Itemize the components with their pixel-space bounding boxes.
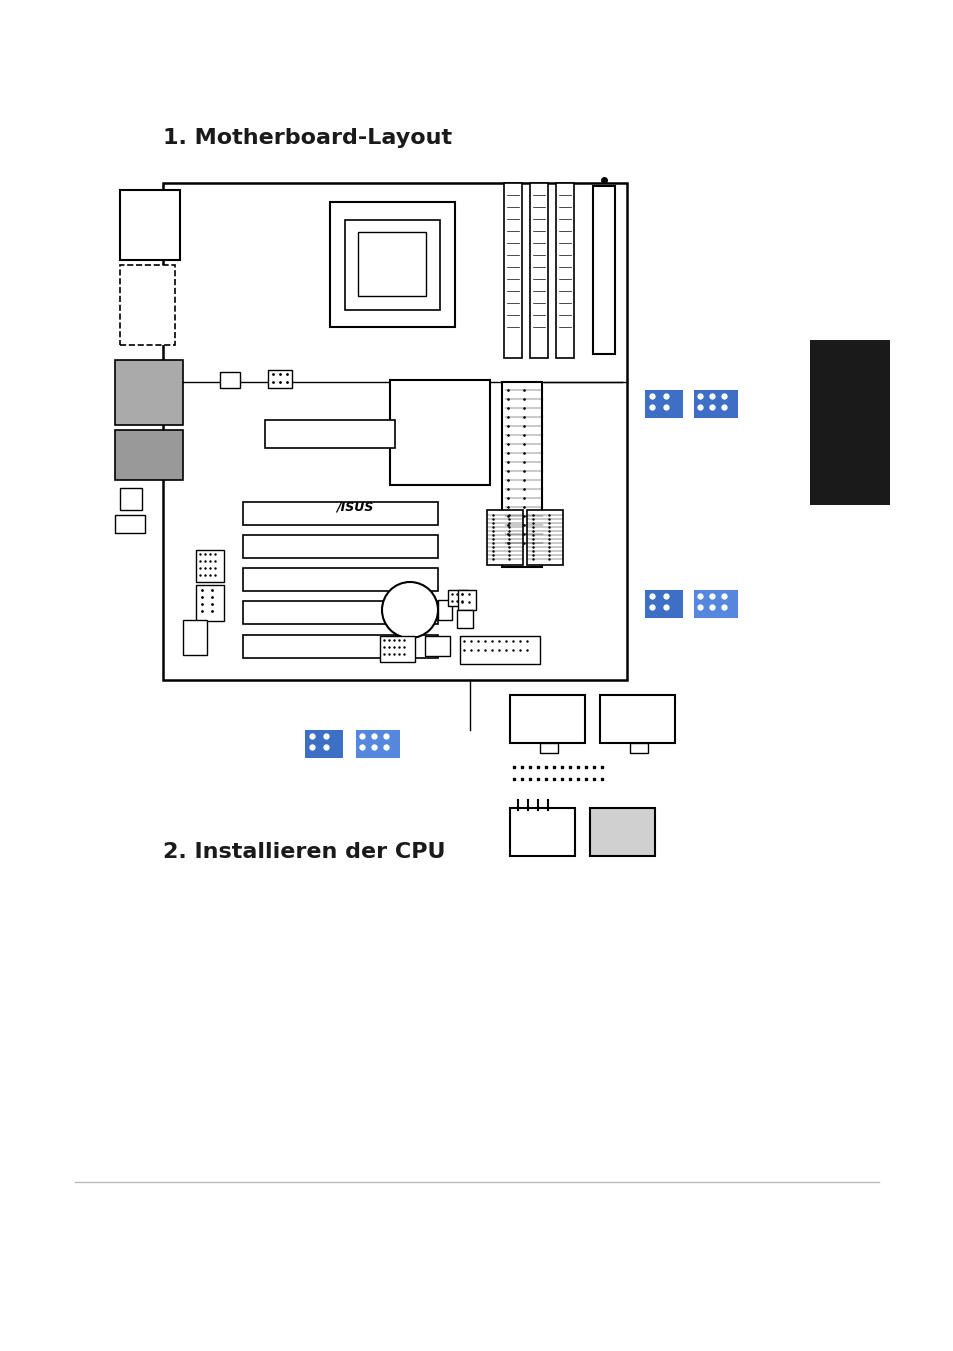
Bar <box>456 611 473 628</box>
Bar <box>644 390 682 417</box>
Bar <box>593 186 615 354</box>
Bar <box>510 694 584 743</box>
Bar <box>693 390 738 417</box>
Bar <box>330 203 455 327</box>
Bar <box>243 635 437 658</box>
Bar <box>379 636 415 662</box>
Bar <box>345 220 439 309</box>
Bar <box>305 730 343 758</box>
Bar <box>510 762 629 797</box>
Bar <box>503 182 521 358</box>
Bar <box>556 182 574 358</box>
Bar <box>243 567 437 590</box>
Text: 2. Installieren der CPU: 2. Installieren der CPU <box>163 842 445 862</box>
Bar <box>115 515 145 534</box>
Bar <box>501 382 541 567</box>
Bar <box>195 550 224 582</box>
Bar <box>539 743 558 753</box>
Bar <box>195 585 224 621</box>
Bar <box>163 182 626 680</box>
Circle shape <box>381 582 437 638</box>
Bar <box>355 730 399 758</box>
Bar <box>183 620 207 655</box>
Bar <box>589 808 655 857</box>
Bar <box>486 509 522 565</box>
Bar <box>120 488 142 509</box>
Bar <box>115 430 183 480</box>
Bar <box>599 694 675 743</box>
Bar <box>243 503 437 526</box>
Bar <box>390 380 490 485</box>
Bar <box>629 743 647 753</box>
Bar <box>115 359 183 426</box>
Bar <box>448 590 468 607</box>
Bar <box>268 370 292 388</box>
Bar <box>243 601 437 624</box>
Bar <box>424 636 450 657</box>
Bar <box>457 590 476 611</box>
Bar <box>526 509 562 565</box>
Bar <box>437 600 452 620</box>
Bar <box>120 190 180 259</box>
Bar <box>459 636 539 663</box>
Text: /ISUS: /ISUS <box>336 500 374 513</box>
Bar <box>243 535 437 558</box>
Bar <box>530 182 547 358</box>
Bar <box>265 420 395 449</box>
Text: 1. Motherboard-Layout: 1. Motherboard-Layout <box>163 128 452 149</box>
Bar <box>120 265 174 345</box>
Bar <box>809 340 889 505</box>
Bar <box>644 590 682 617</box>
Bar <box>357 232 426 296</box>
Bar <box>693 590 738 617</box>
Bar <box>510 808 575 857</box>
Bar <box>220 372 240 388</box>
